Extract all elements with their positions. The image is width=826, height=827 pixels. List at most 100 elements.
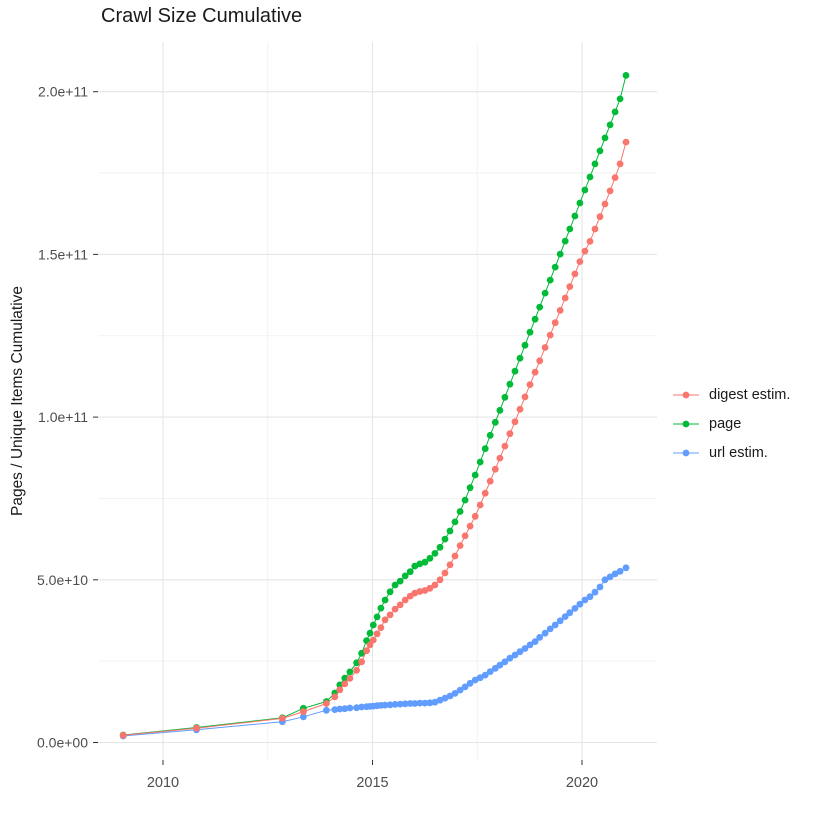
data-point: [581, 186, 589, 194]
data-point: [476, 674, 484, 682]
data-point: [591, 225, 599, 233]
data-point: [386, 611, 394, 619]
legend: digest estim. page url estim.: [672, 380, 790, 467]
data-point: [596, 147, 604, 155]
data-point: [556, 617, 564, 625]
data-point: [300, 708, 307, 715]
data-point: [491, 418, 499, 426]
data-point: [571, 605, 579, 612]
data-point: [481, 671, 489, 679]
data-point: [506, 380, 514, 388]
data-point: [431, 581, 439, 589]
data-point: [486, 431, 494, 439]
series-digest-estim: [119, 138, 630, 739]
data-point: [441, 569, 449, 577]
data-point: [566, 283, 574, 290]
data-point: [491, 465, 499, 473]
data-point: [521, 341, 529, 349]
data-point: [581, 247, 589, 255]
data-point: [601, 134, 609, 142]
data-point: [391, 581, 399, 589]
x-tick-label: 2020: [566, 775, 598, 791]
data-point: [426, 554, 434, 562]
data-point: [611, 174, 619, 182]
data-point: [511, 418, 519, 426]
data-point: [358, 658, 365, 666]
data-point: [586, 238, 594, 245]
data-point: [536, 357, 544, 365]
data-point: [486, 477, 494, 485]
legend-key-point: [682, 420, 690, 427]
data-point: [279, 715, 286, 722]
data-point: [622, 72, 630, 79]
data-point: [496, 406, 504, 414]
data-point: [586, 593, 594, 601]
axis-labels: 2010 2015 2020 0.0e+00 5.0e+10 1.0e+11 1.5e+11…: [37, 84, 598, 791]
data-point: [391, 605, 399, 613]
data-point: [606, 121, 614, 129]
data-point: [441, 535, 449, 543]
data-point: [546, 331, 554, 339]
gridlines-major: [98, 42, 657, 760]
data-point: [381, 701, 389, 709]
data-point: [501, 442, 509, 450]
y-tick-label: 5.0e+10: [37, 572, 88, 588]
data-point: [606, 573, 614, 581]
legend-item-digest-estim: digest estim.: [672, 380, 790, 409]
data-point: [576, 600, 584, 608]
data-point: [601, 200, 609, 208]
data-point: [622, 138, 630, 146]
data-point: [369, 621, 377, 629]
legend-key-url-estim-icon: [673, 449, 699, 456]
legend-key-point: [682, 449, 690, 456]
data-point: [526, 641, 534, 649]
data-point: [566, 609, 574, 617]
series-url-estim: [119, 564, 630, 740]
data-point: [586, 173, 594, 181]
data-point: [611, 108, 619, 116]
data-point: [622, 564, 630, 572]
data-point: [373, 613, 381, 621]
data-point: [556, 250, 564, 258]
data-point: [521, 645, 529, 652]
data-point: [516, 648, 524, 656]
data-point: [391, 701, 399, 708]
legend-label-url-estim: url estim.: [709, 444, 768, 461]
data-point: [381, 596, 389, 604]
data-point: [358, 649, 365, 657]
data-point: [561, 613, 569, 620]
data-point: [571, 212, 579, 220]
data-point: [446, 527, 454, 535]
data-point: [426, 584, 434, 592]
data-point: [501, 393, 509, 401]
x-tick-label: 2010: [147, 775, 179, 791]
data-point: [396, 700, 404, 708]
legend-label-digest-estim: digest estim.: [709, 386, 791, 403]
data-point: [531, 638, 539, 645]
gridlines-minor: [98, 42, 657, 760]
data-point: [431, 550, 439, 557]
data-point: [386, 701, 394, 709]
data-point: [481, 445, 489, 453]
data-point: [476, 458, 484, 466]
y-tick-label: 0.0e+00: [37, 735, 88, 751]
data-point: [401, 596, 409, 604]
data-point: [521, 393, 529, 401]
data-point: [193, 724, 200, 732]
data-point: [456, 542, 464, 549]
data-point: [561, 294, 569, 302]
data-point: [377, 604, 385, 612]
data-point: [561, 237, 569, 245]
data-point: [551, 263, 559, 271]
data-point: [606, 187, 614, 195]
data-point: [511, 651, 519, 659]
data-point: [456, 508, 464, 515]
data-point: [369, 636, 377, 644]
data-point: [366, 641, 374, 649]
data-point: [536, 634, 544, 641]
data-point: [466, 522, 474, 530]
data-point: [591, 588, 599, 596]
data-point: [363, 647, 370, 655]
legend-item-page: page: [672, 409, 790, 438]
